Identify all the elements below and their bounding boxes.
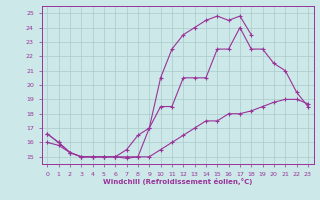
X-axis label: Windchill (Refroidissement éolien,°C): Windchill (Refroidissement éolien,°C) [103,178,252,185]
